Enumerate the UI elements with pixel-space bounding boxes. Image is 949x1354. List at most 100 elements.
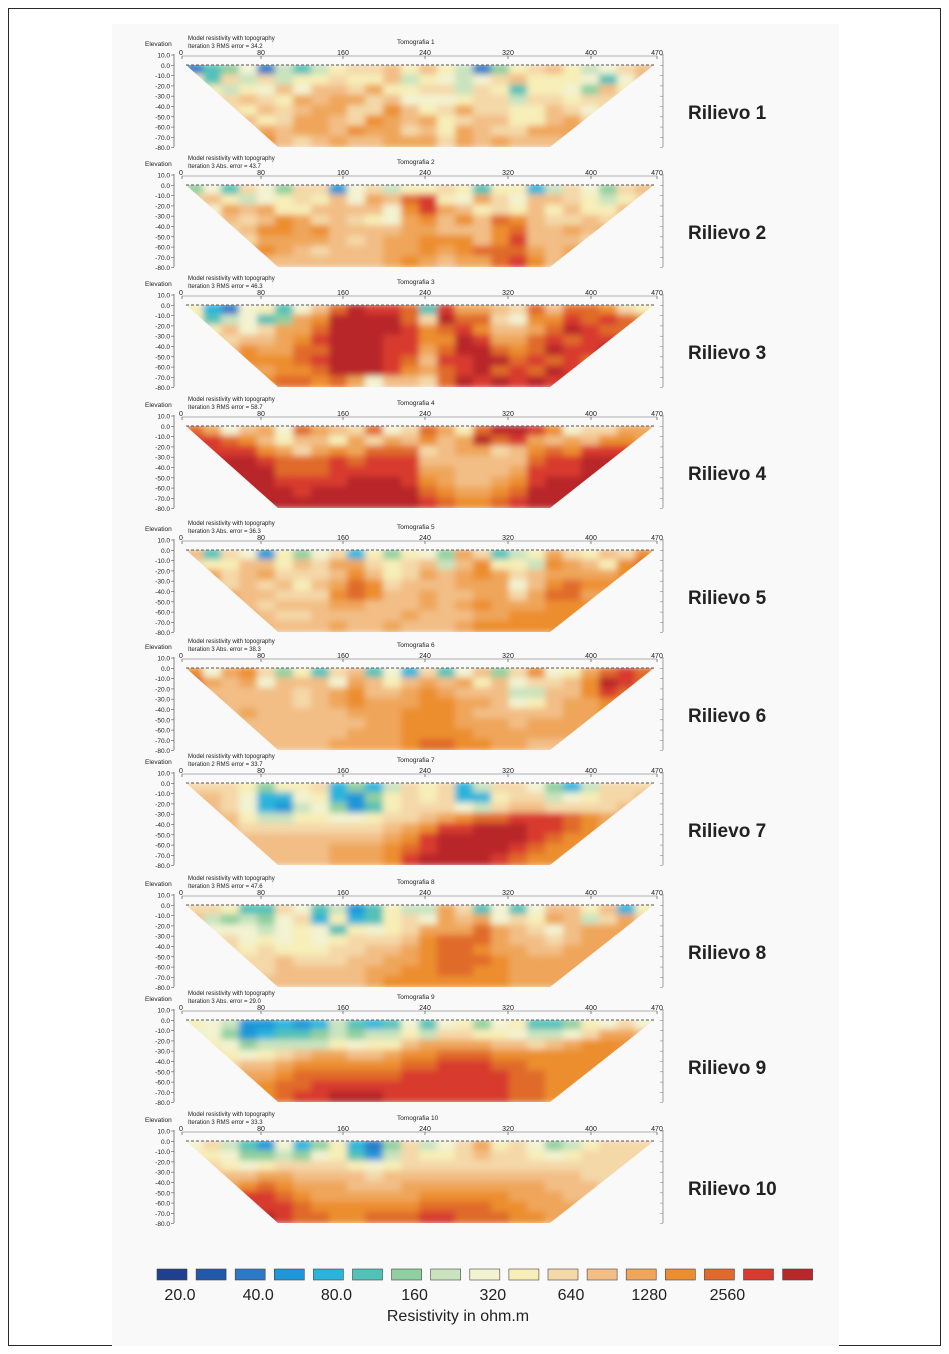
resistivity-cell — [473, 955, 493, 968]
resistivity-cell — [491, 1170, 511, 1184]
resistivity-cell — [509, 375, 529, 387]
resistivity-cell — [473, 1060, 493, 1073]
resistivity-cell — [203, 1020, 223, 1032]
resistivity-cell — [437, 620, 457, 632]
resistivity-cell — [383, 476, 403, 489]
resistivity-cell — [473, 914, 493, 927]
resistivity-field — [186, 1020, 654, 1102]
resistivity-cell — [617, 965, 637, 978]
resistivity-cell — [599, 1160, 619, 1173]
resistivity-cell — [437, 1191, 457, 1204]
resistivity-cell — [365, 677, 385, 690]
resistivity-cell — [186, 1060, 205, 1073]
resistivity-cell — [221, 314, 241, 327]
resistivity-cell — [635, 934, 654, 948]
resistivity-cell — [383, 1201, 403, 1214]
resistivity-cell — [437, 194, 457, 207]
resistivity-cell — [257, 677, 277, 690]
resistivity-cell — [401, 1029, 421, 1042]
resistivity-cell — [509, 255, 529, 267]
y-tick-label: -30.0 — [155, 334, 170, 341]
resistivity-cell — [437, 476, 457, 489]
resistivity-cell — [527, 115, 547, 128]
resistivity-cell — [383, 334, 403, 348]
resistivity-cell — [563, 345, 583, 358]
resistivity-cell — [257, 579, 277, 593]
resistivity-cell — [617, 590, 637, 603]
resistivity-cell — [455, 718, 475, 731]
resistivity-cell — [221, 115, 241, 128]
resistivity-cell — [203, 476, 223, 489]
resistivity-cell — [275, 1160, 295, 1173]
resistivity-cell — [509, 610, 529, 623]
resistivity-cell — [347, 255, 367, 267]
x-tick-label: 470 — [651, 170, 663, 177]
resistivity-cell — [221, 185, 241, 197]
resistivity-cell — [599, 476, 619, 489]
resistivity-cell — [293, 975, 313, 987]
resistivity-cell — [473, 833, 493, 846]
resistivity-cell — [599, 185, 619, 197]
resistivity-cell — [491, 365, 511, 378]
resistivity-cell — [599, 668, 619, 680]
resistivity-cell — [635, 135, 654, 147]
resistivity-cell — [473, 1181, 493, 1194]
resistivity-cell — [491, 833, 511, 846]
resistivity-cell — [617, 718, 637, 731]
resistivity-cell — [473, 610, 493, 623]
resistivity-cell — [581, 975, 601, 987]
resistivity-cell — [545, 355, 565, 368]
resistivity-cell — [437, 365, 457, 378]
resistivity-cell — [527, 812, 547, 826]
resistivity-cell — [275, 1070, 295, 1083]
resistivity-cell — [203, 74, 223, 87]
resistivity-cell — [437, 486, 457, 499]
resistivity-cell — [203, 1201, 223, 1214]
resistivity-cell — [509, 94, 529, 108]
resistivity-cell — [455, 579, 475, 593]
resistivity-cell — [599, 550, 619, 562]
elevation-label: Elevation — [145, 402, 172, 409]
resistivity-cell — [491, 812, 511, 826]
resistivity-cell — [473, 496, 493, 508]
resistivity-cell — [383, 355, 403, 368]
resistivity-cell — [257, 324, 277, 337]
resistivity-cell — [401, 84, 421, 97]
resistivity-cell — [293, 1191, 313, 1204]
resistivity-cell — [545, 185, 565, 197]
resistivity-cell — [365, 435, 385, 448]
color-swatch — [234, 1268, 266, 1281]
x-tick-label: 160 — [337, 290, 349, 297]
resistivity-field — [186, 1141, 654, 1223]
resistivity-cell — [491, 1141, 511, 1153]
resistivity-cell — [329, 965, 349, 978]
resistivity-cell — [437, 1039, 457, 1052]
section-7: 0 80 160 240 320 400 47010.00.0-10.0-20.0-30.0… — [145, 754, 766, 870]
x-tick-label: 320 — [502, 1005, 514, 1012]
y-tick-label: -50.0 — [155, 1190, 170, 1197]
resistivity-cell — [329, 600, 349, 613]
resistivity-cell — [419, 1049, 439, 1063]
resistivity-cell — [419, 235, 439, 248]
resistivity-cell — [437, 455, 457, 469]
resistivity-cell — [617, 728, 637, 741]
resistivity-cell — [437, 853, 457, 865]
x-tick-label: 400 — [585, 1126, 597, 1133]
resistivity-cell — [527, 738, 547, 750]
resistivity-cell — [419, 905, 439, 917]
x-tick-label: 0 — [179, 411, 183, 418]
resistivity-cell — [509, 924, 529, 937]
resistivity-cell — [275, 375, 295, 387]
resistivity-cell — [635, 708, 654, 721]
resistivity-cell — [635, 185, 654, 197]
resistivity-cell — [329, 1029, 349, 1042]
resistivity-cell — [257, 435, 277, 448]
resistivity-cell — [545, 965, 565, 978]
iteration-text: Iteration 3 RMS error = 34.2 — [188, 44, 263, 50]
resistivity-cell — [347, 1181, 367, 1194]
resistivity-cell — [473, 1191, 493, 1204]
resistivity-cell — [365, 445, 385, 458]
resistivity-cell — [437, 84, 457, 97]
resistivity-cell — [491, 934, 511, 948]
resistivity-cell — [509, 496, 529, 508]
